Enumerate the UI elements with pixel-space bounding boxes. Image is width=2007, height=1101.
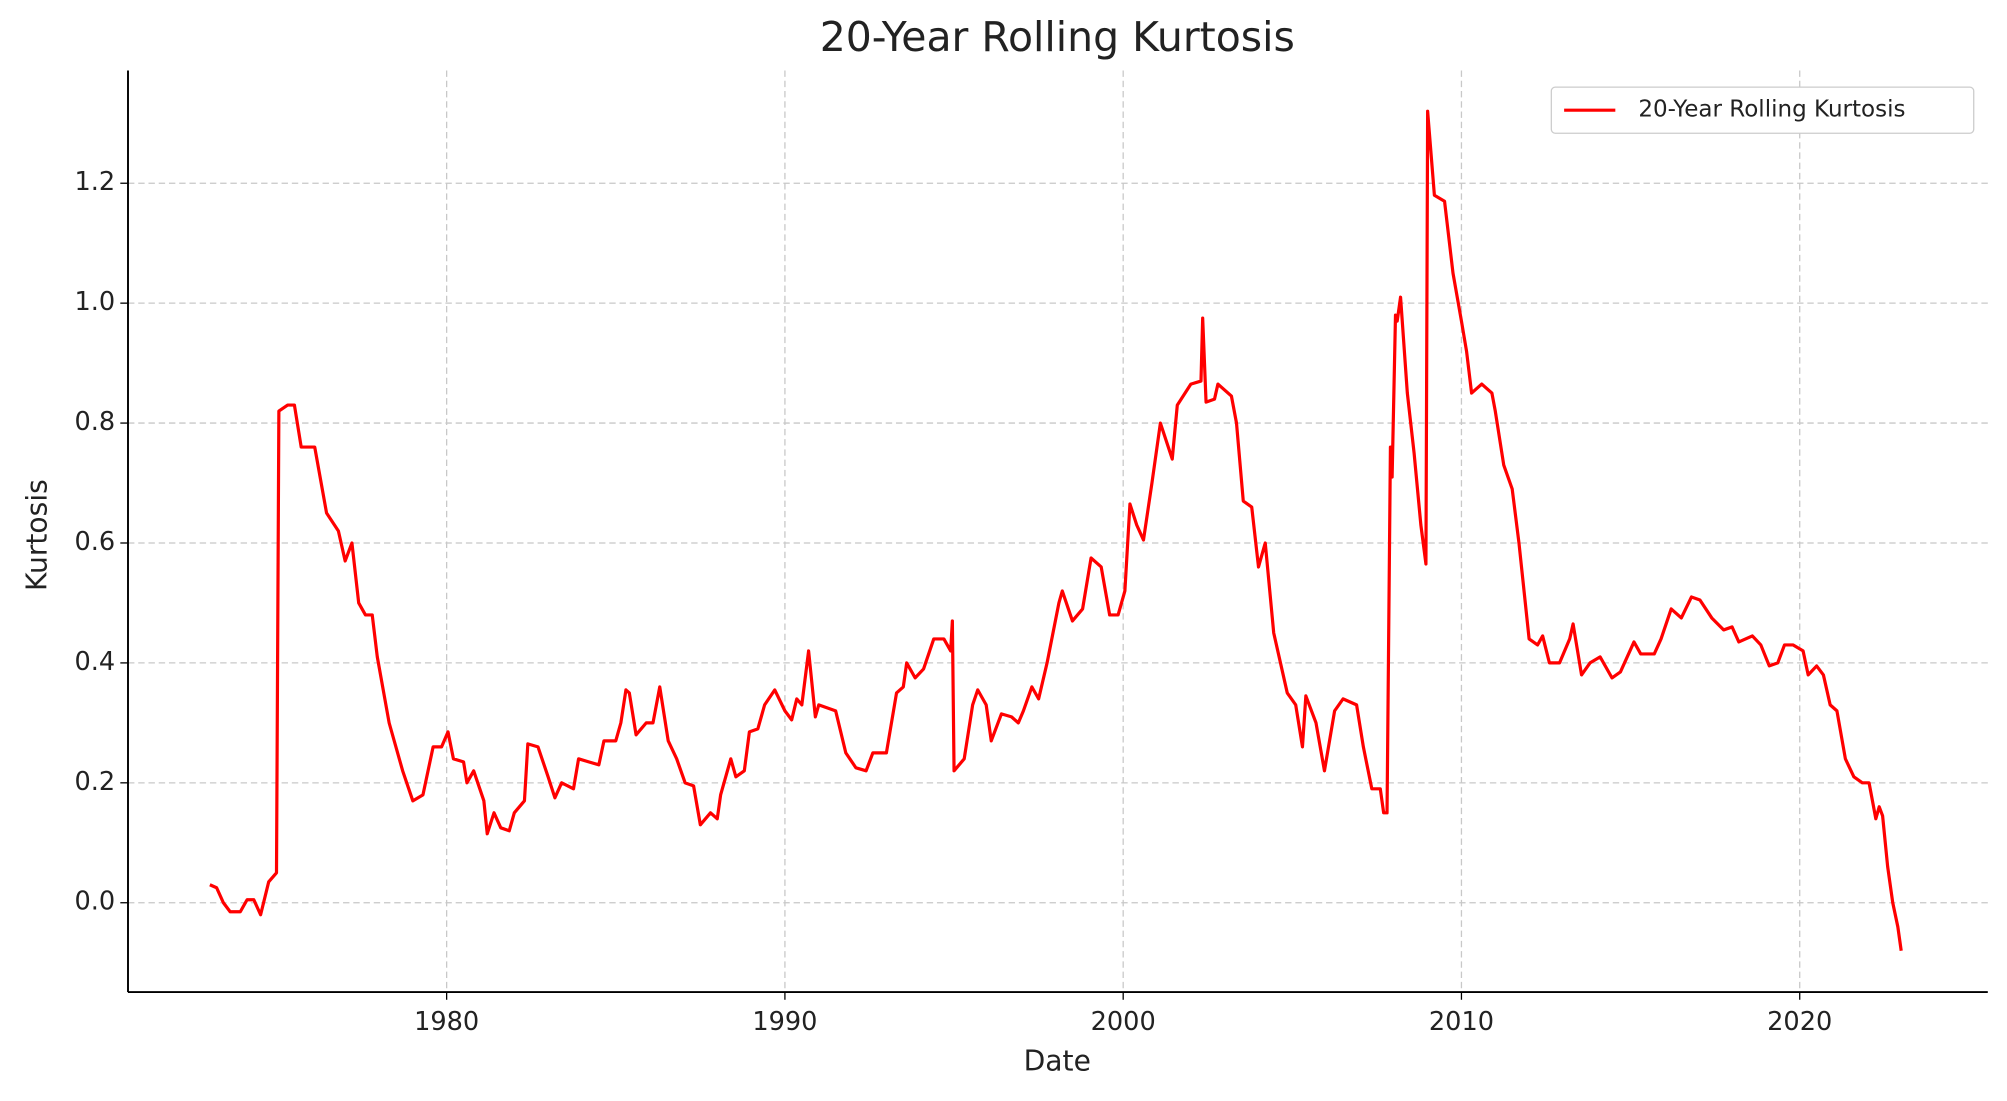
x-tick-label: 2010 xyxy=(1429,1007,1494,1037)
x-axis-label: Date xyxy=(1024,1044,1091,1077)
y-tick-label: 0.4 xyxy=(75,647,116,677)
x-tick-label: 2020 xyxy=(1767,1007,1832,1037)
legend-label: 20-Year Rolling Kurtosis xyxy=(1638,97,1905,123)
y-tick-label: 0.0 xyxy=(75,887,116,917)
legend-box xyxy=(1550,86,1975,134)
x-tick-label: 2000 xyxy=(1091,1007,1156,1037)
x-tick-label: 1980 xyxy=(414,1007,479,1037)
x-tick-label: 1990 xyxy=(752,1007,817,1037)
y-tick-label: 0.8 xyxy=(75,407,116,437)
y-tick-label: 0.6 xyxy=(75,527,116,557)
y-tick-label: 0.2 xyxy=(75,767,116,797)
data-line xyxy=(209,109,1903,951)
y-tick-label: 1.0 xyxy=(75,287,116,317)
y-axis-label: Kurtosis xyxy=(20,479,53,591)
y-tick-label: 1.2 xyxy=(75,167,116,197)
chart-title: 20-Year Rolling Kurtosis xyxy=(820,13,1295,61)
